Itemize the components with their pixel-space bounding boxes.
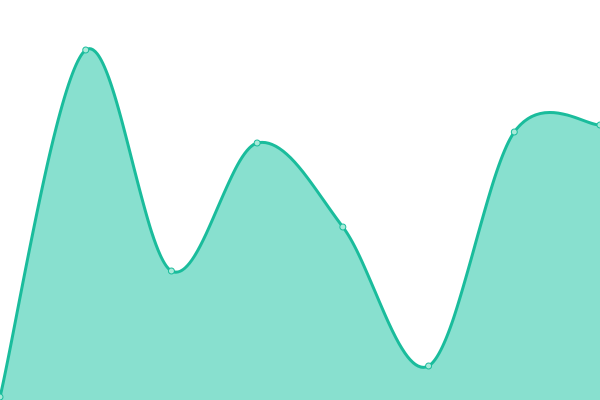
data-point-4 [339,223,347,231]
series-line [0,47,600,398]
area-fill [0,48,600,400]
data-point-2 [167,267,175,275]
data-point-6 [510,128,518,136]
data-point-5 [425,362,433,370]
data-point-0 [0,393,4,400]
data-point-3 [253,139,261,147]
data-point-7 [596,121,600,129]
data-point-1 [82,46,90,54]
data-points [0,46,600,400]
